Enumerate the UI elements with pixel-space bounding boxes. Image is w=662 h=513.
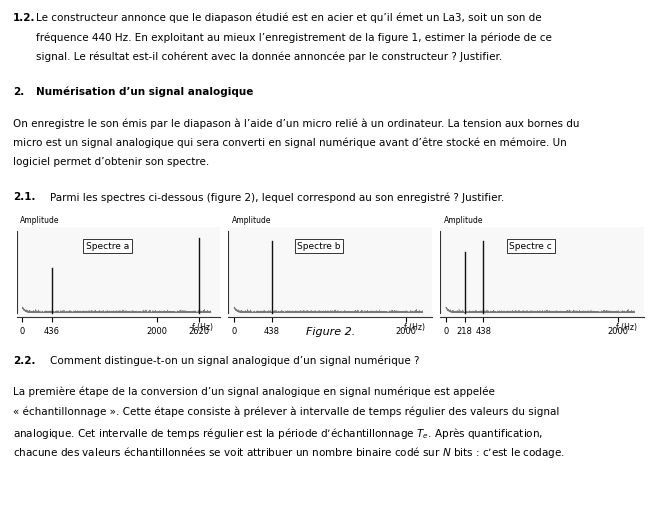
Text: On enregistre le son émis par le diapason à l’aide d’un micro relié à un ordinat: On enregistre le son émis par le diapaso… — [13, 118, 580, 129]
Text: logiciel permet d’obtenir son spectre.: logiciel permet d’obtenir son spectre. — [13, 157, 209, 167]
Text: chacune des valeurs échantillonnées se voit attribuer un nombre binaire codé sur: chacune des valeurs échantillonnées se v… — [13, 445, 565, 460]
Text: Figure 2.: Figure 2. — [307, 327, 355, 337]
Text: micro est un signal analogique qui sera converti en signal numérique avant d’êtr: micro est un signal analogique qui sera … — [13, 137, 567, 148]
Text: f (Hz): f (Hz) — [404, 323, 425, 332]
Text: Spectre a: Spectre a — [85, 242, 129, 250]
Text: analogique. Cet intervalle de temps régulier est la période d’échantillonnage $T: analogique. Cet intervalle de temps régu… — [13, 426, 544, 441]
Text: 2.1.: 2.1. — [13, 192, 36, 202]
Text: Spectre b: Spectre b — [297, 242, 341, 250]
Text: Numérisation d’un signal analogique: Numérisation d’un signal analogique — [36, 87, 254, 97]
Text: f (Hz): f (Hz) — [616, 323, 637, 332]
Text: fréquence 440 Hz. En exploitant au mieux l’enregistrement de la figure 1, estime: fréquence 440 Hz. En exploitant au mieux… — [36, 32, 552, 43]
Text: Parmi les spectres ci-dessous (figure 2), lequel correspond au son enregistré ? : Parmi les spectres ci-dessous (figure 2)… — [50, 192, 504, 203]
Text: 2.2.: 2.2. — [13, 356, 36, 365]
Text: 2.: 2. — [13, 87, 24, 97]
Text: f (Hz): f (Hz) — [192, 323, 213, 332]
Text: Amplitude: Amplitude — [444, 216, 483, 225]
Text: Spectre c: Spectre c — [510, 242, 552, 250]
Text: signal. Le résultat est-il cohérent avec la donnée annoncée par le constructeur : signal. Le résultat est-il cohérent avec… — [36, 52, 502, 62]
Text: Amplitude: Amplitude — [232, 216, 271, 225]
Text: La première étape de la conversion d’un signal analogique en signal numérique es: La première étape de la conversion d’un … — [13, 387, 495, 397]
Text: Amplitude: Amplitude — [21, 216, 60, 225]
Text: « échantillonnage ». Cette étape consiste à prélever à intervalle de temps régul: « échantillonnage ». Cette étape consist… — [13, 406, 559, 417]
Text: 1.2.: 1.2. — [13, 13, 36, 23]
Text: Comment distingue-t-on un signal analogique d’un signal numérique ?: Comment distingue-t-on un signal analogi… — [50, 356, 419, 366]
Text: Le constructeur annonce que le diapason étudié est en acier et qu’il émet un La3: Le constructeur annonce que le diapason … — [36, 13, 542, 23]
